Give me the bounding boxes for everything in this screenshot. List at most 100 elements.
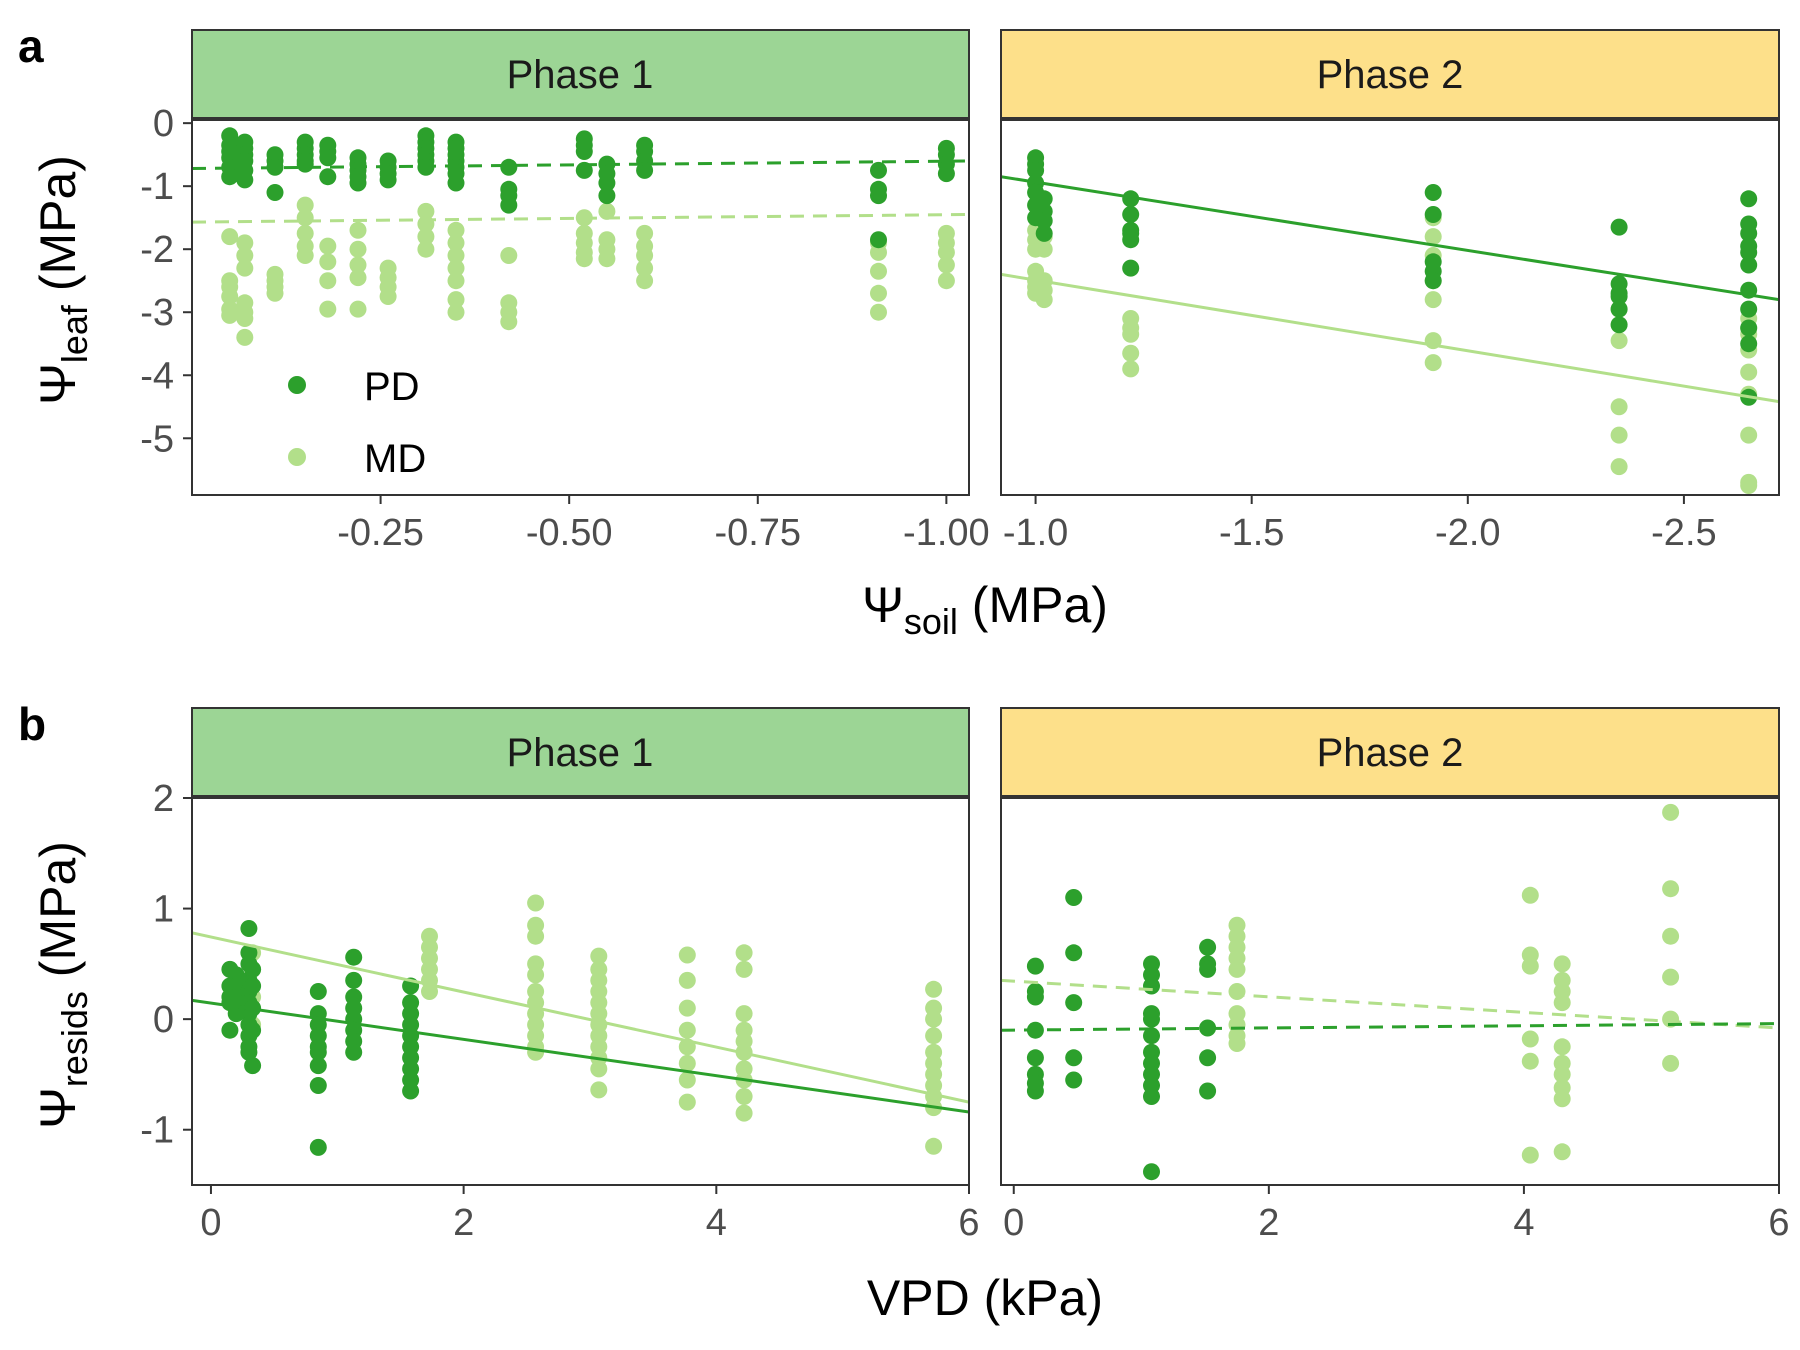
point-pd	[1143, 1027, 1160, 1045]
point-pd	[1026, 957, 1044, 975]
point-md	[678, 1093, 696, 1111]
point-md	[575, 250, 593, 268]
point-pd	[319, 149, 337, 167]
panel-letter-a: a	[18, 20, 44, 72]
point-md	[500, 313, 518, 331]
point-md	[1122, 325, 1140, 343]
fit-line-md	[192, 931, 969, 1104]
point-md	[590, 1081, 608, 1099]
strip-label-a-phase2: Phase 2	[1317, 53, 1464, 97]
point-md	[319, 237, 337, 255]
point-md	[221, 306, 239, 324]
point-md	[1228, 983, 1246, 1000]
x-tick-label: -1.5	[1219, 512, 1284, 554]
y-tick-label: 1	[153, 889, 174, 931]
point-md	[678, 1021, 696, 1039]
point-md	[349, 221, 367, 239]
point-md	[1610, 426, 1628, 444]
point-pd	[309, 1057, 327, 1075]
point-md	[1553, 1038, 1571, 1056]
point-md	[236, 259, 254, 277]
point-md	[447, 291, 465, 309]
x-tick-label: 4	[1513, 1202, 1534, 1244]
fit-line-pd	[192, 998, 969, 1114]
point-md	[221, 228, 239, 246]
point-pd	[1740, 256, 1758, 274]
point-md	[527, 966, 545, 984]
point-pd	[309, 1043, 327, 1061]
point-pd	[349, 174, 367, 192]
plot-background	[1001, 798, 1779, 1185]
point-pd	[1199, 1049, 1217, 1067]
point-pd	[1740, 319, 1758, 337]
point-md	[296, 209, 314, 227]
fit-line-md	[1001, 978, 1779, 1030]
point-pd	[1122, 259, 1140, 277]
point-md	[1521, 1052, 1539, 1070]
point-md	[925, 1027, 943, 1045]
point-md	[678, 1054, 696, 1072]
point-md	[1740, 477, 1758, 494]
point-pd	[937, 165, 955, 183]
point-pd	[870, 161, 887, 179]
point-pd	[636, 161, 654, 179]
y-tick-label: -1	[140, 166, 174, 208]
panel-border	[1000, 797, 1780, 1186]
point-pd	[379, 171, 397, 189]
point-md	[1228, 960, 1246, 978]
point-md	[937, 256, 955, 274]
point-md	[1035, 291, 1053, 309]
point-md	[678, 971, 696, 989]
point-md	[1662, 927, 1680, 945]
point-pd	[1740, 300, 1758, 318]
point-md	[236, 247, 254, 264]
point-md	[735, 1005, 753, 1023]
point-md	[349, 240, 367, 258]
point-pd	[575, 143, 593, 160]
legend-label-pd: PD	[364, 365, 420, 409]
point-pd	[1610, 300, 1628, 318]
point-pd	[1026, 988, 1044, 1006]
point-md	[1122, 360, 1140, 378]
point-md	[598, 202, 616, 220]
point-md	[1521, 1146, 1539, 1164]
point-pd	[1740, 224, 1758, 242]
y-axis-title-b: Ψresids (MPa)	[30, 841, 95, 1129]
point-md	[1553, 1143, 1571, 1161]
point-pd	[1199, 938, 1217, 956]
point-md	[417, 228, 435, 246]
point-pd	[1143, 977, 1160, 995]
x-tick-label: 2	[453, 1202, 474, 1244]
point-md	[1610, 398, 1628, 416]
point-md	[417, 240, 435, 258]
point-pd	[1065, 994, 1083, 1012]
x-tick-label: 6	[1768, 1202, 1789, 1244]
point-pd	[345, 1043, 363, 1061]
point-md	[1553, 1090, 1571, 1108]
point-md	[636, 224, 654, 242]
point-pd	[1035, 190, 1053, 208]
point-pd	[1122, 231, 1140, 249]
point-pd	[1065, 1071, 1083, 1089]
point-md	[447, 247, 465, 264]
x-tick-label: -0.50	[526, 512, 613, 554]
point-pd	[1424, 184, 1442, 201]
x-tick-label: -2.0	[1435, 512, 1500, 554]
x-tick-label: 0	[200, 1202, 221, 1244]
point-pd	[1199, 1019, 1217, 1037]
point-md	[735, 1088, 753, 1105]
point-pd	[345, 971, 363, 989]
point-md	[296, 247, 314, 264]
y-tick-label: -1	[140, 1110, 174, 1152]
point-md	[319, 253, 337, 271]
point-md	[678, 1071, 696, 1089]
point-md	[1553, 994, 1571, 1012]
x-axis-title-a: Ψsoil (MPa)	[862, 577, 1108, 642]
point-pd	[1424, 272, 1442, 290]
strip-label-a-phase1: Phase 1	[507, 53, 654, 97]
point-md	[236, 234, 254, 252]
point-pd	[1026, 1082, 1044, 1100]
point-pd	[221, 168, 239, 186]
point-pd	[1065, 944, 1083, 962]
